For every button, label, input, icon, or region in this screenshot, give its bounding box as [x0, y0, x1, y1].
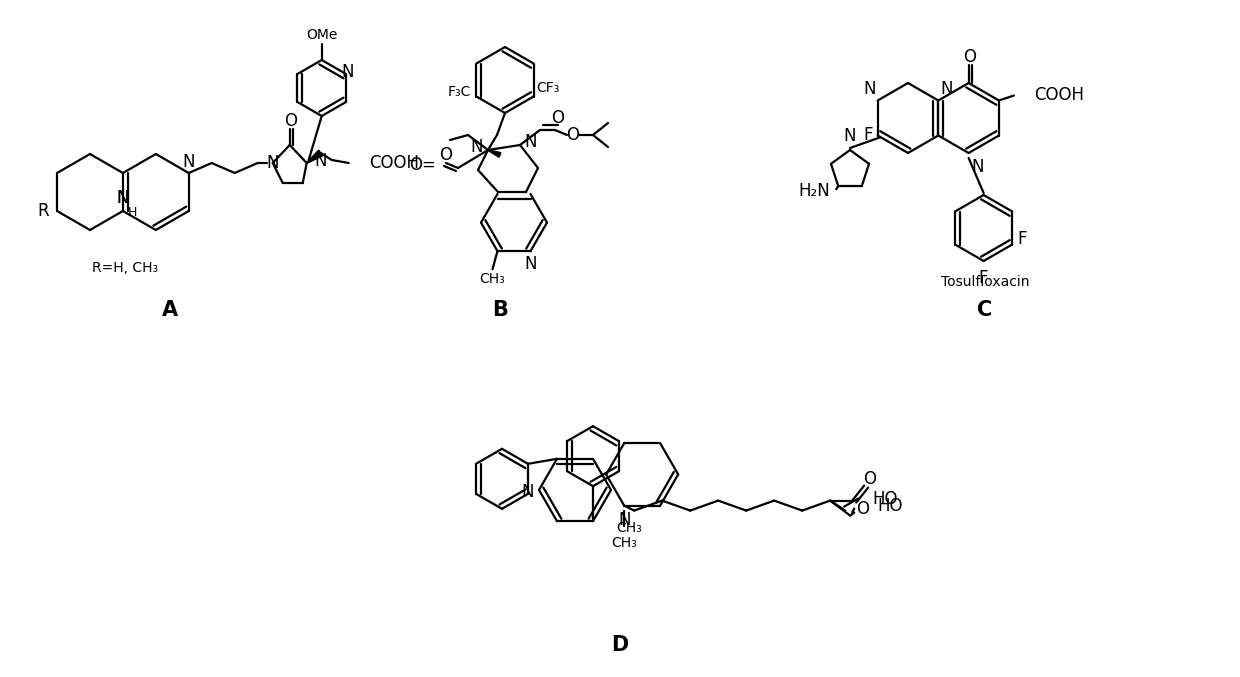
Text: N: N — [117, 189, 129, 207]
Text: O: O — [963, 48, 976, 66]
Text: R: R — [37, 202, 50, 220]
Text: COOH: COOH — [1034, 87, 1084, 104]
Text: R=H, CH₃: R=H, CH₃ — [92, 261, 157, 275]
Text: F: F — [978, 269, 988, 287]
Text: D: D — [611, 635, 629, 655]
Text: COOH: COOH — [368, 154, 419, 172]
Text: A: A — [162, 300, 179, 320]
Text: O: O — [863, 470, 875, 487]
Text: HO: HO — [872, 489, 898, 508]
Text: N: N — [525, 255, 537, 273]
Text: N: N — [972, 158, 985, 176]
Text: N: N — [182, 153, 195, 171]
Polygon shape — [306, 150, 322, 163]
Text: CF₃: CF₃ — [537, 81, 560, 95]
Text: B: B — [492, 300, 508, 320]
Text: HO: HO — [877, 497, 903, 515]
Text: F₃C: F₃C — [448, 85, 471, 98]
Text: CH₃: CH₃ — [611, 536, 637, 550]
Text: OMe: OMe — [306, 28, 337, 42]
Text: N: N — [315, 152, 327, 170]
Text: Tosulfloxacin: Tosulfloxacin — [941, 275, 1029, 289]
Text: O=: O= — [409, 156, 436, 174]
Text: N: N — [267, 154, 279, 172]
Text: N: N — [863, 81, 875, 98]
Text: H: H — [128, 206, 138, 219]
Text: N: N — [522, 483, 534, 501]
Text: N: N — [117, 189, 129, 207]
Text: F: F — [1017, 230, 1027, 248]
Text: C: C — [977, 300, 993, 320]
Text: CH₃: CH₃ — [480, 272, 506, 286]
Text: O: O — [856, 500, 869, 518]
Text: N: N — [940, 81, 952, 98]
Text: O: O — [567, 126, 579, 144]
Text: O: O — [284, 112, 298, 130]
Text: H₂N: H₂N — [799, 182, 831, 200]
Polygon shape — [487, 150, 501, 157]
Text: F: F — [863, 127, 873, 144]
Text: N: N — [470, 138, 484, 156]
Text: O: O — [439, 146, 453, 164]
Text: N: N — [525, 133, 537, 151]
Text: CH₃: CH₃ — [616, 521, 642, 535]
Text: N: N — [342, 63, 355, 81]
Text: O: O — [552, 109, 564, 127]
Text: N: N — [618, 510, 630, 529]
Text: N: N — [843, 127, 857, 145]
